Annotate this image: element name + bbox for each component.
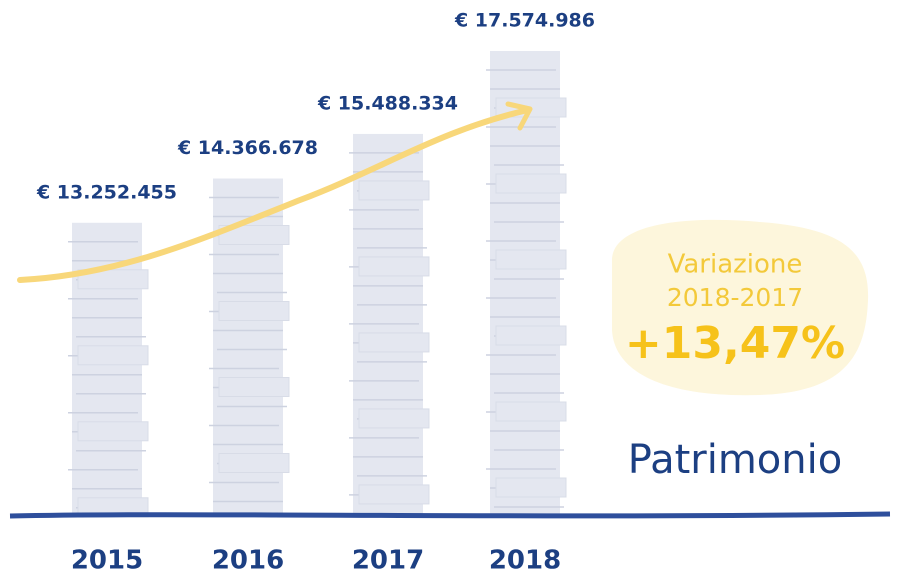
paper-sheet [219,302,289,321]
annotation: 2018-2017 [667,283,803,312]
paper-sheet [359,181,429,200]
x-tick-label: 2018 [489,546,561,576]
annotation-value: +13,47% [625,318,845,369]
x-tick-label: 2016 [212,546,284,576]
paper-sheet [219,454,289,473]
chart: Variazione 2018-2017 +13,47% Patrimonio … [0,0,897,579]
paper-sheet [496,478,566,497]
value-label: € 15.488.334 [317,92,458,114]
paper-sheet [496,250,566,269]
chart-title: Patrimonio [628,437,842,483]
paper-sheet [496,174,566,193]
annotation: Variazione [668,250,803,280]
paper-sheet [359,409,429,428]
paper-sheet [359,257,429,276]
baseline [10,514,890,516]
paper-sheet [359,333,429,352]
value-label: € 14.366.678 [177,137,318,159]
paper-sheet [496,326,566,345]
paper-sheet [78,422,148,441]
value-label: € 13.252.455 [36,181,177,203]
value-label: € 17.574.986 [454,9,595,31]
paper-sheet [496,402,566,421]
x-tick-label: 2015 [71,546,143,576]
paper-sheet [78,346,148,365]
x-tick-label: 2017 [352,546,424,576]
paper-sheet [359,485,429,504]
paper-sheet [219,378,289,397]
